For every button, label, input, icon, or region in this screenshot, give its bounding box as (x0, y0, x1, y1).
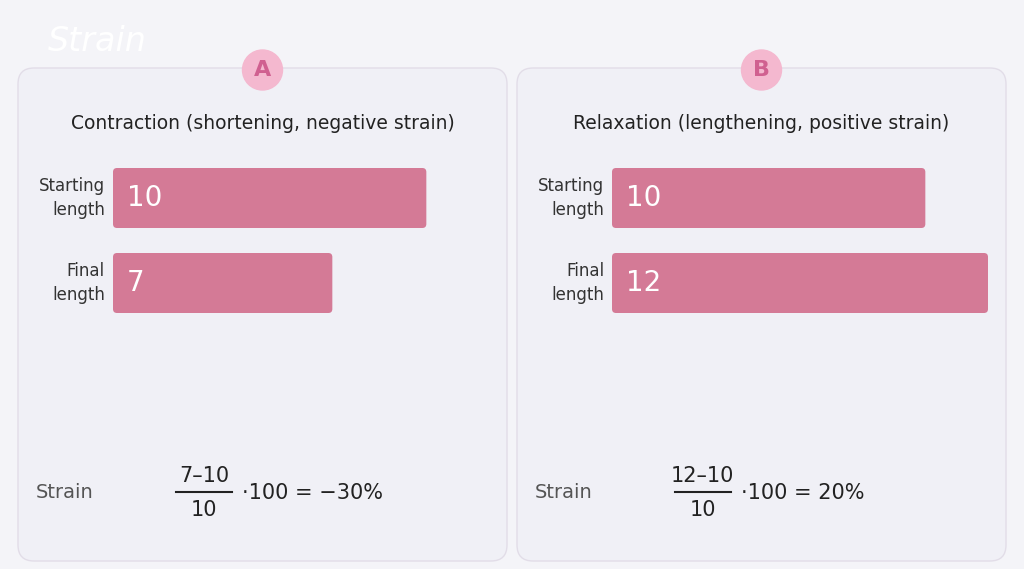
Text: 10: 10 (190, 500, 217, 520)
Text: 7–10: 7–10 (179, 466, 229, 486)
FancyBboxPatch shape (18, 68, 507, 561)
FancyBboxPatch shape (517, 68, 1006, 561)
FancyBboxPatch shape (113, 168, 426, 228)
Text: Final
length: Final length (551, 262, 604, 304)
Text: ·100 = −30%: ·100 = −30% (242, 483, 383, 503)
Text: Final
length: Final length (52, 262, 105, 304)
Circle shape (741, 50, 781, 90)
Circle shape (243, 50, 283, 90)
Text: Relaxation (lengthening, positive strain): Relaxation (lengthening, positive strain… (573, 113, 949, 133)
Text: 10: 10 (127, 184, 163, 212)
Text: Strain: Strain (36, 484, 94, 502)
Text: 7: 7 (127, 269, 144, 297)
FancyBboxPatch shape (612, 168, 926, 228)
Text: 10: 10 (689, 500, 716, 520)
Text: 10: 10 (626, 184, 662, 212)
Text: ·100 = 20%: ·100 = 20% (740, 483, 864, 503)
Text: Strain: Strain (535, 484, 593, 502)
Text: Starting
length: Starting length (538, 177, 604, 219)
Text: Strain: Strain (47, 24, 146, 57)
Text: A: A (254, 60, 271, 80)
FancyBboxPatch shape (612, 253, 988, 313)
Text: B: B (753, 60, 770, 80)
Text: 12–10: 12–10 (671, 466, 734, 486)
FancyBboxPatch shape (113, 253, 333, 313)
Text: 12: 12 (626, 269, 662, 297)
Text: Starting
length: Starting length (39, 177, 105, 219)
Text: Contraction (shortening, negative strain): Contraction (shortening, negative strain… (71, 113, 455, 133)
